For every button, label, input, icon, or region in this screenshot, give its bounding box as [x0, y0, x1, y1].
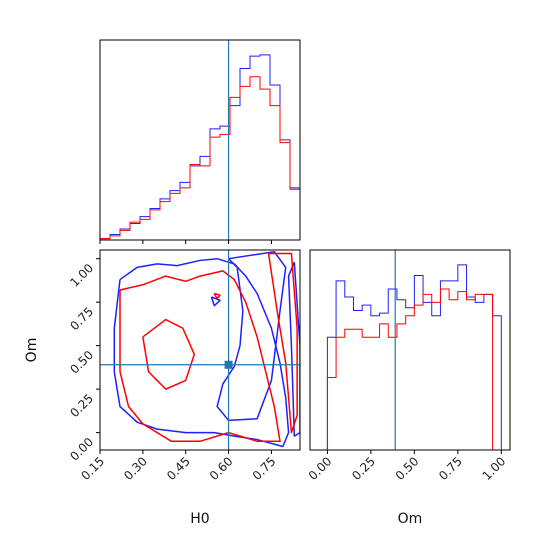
h0-om-contour-panel: 0.15 0.30 0.45 0.60 0.750.000.250.500.751.00: [67, 249, 301, 483]
om-x-tick-label-4: 1.00: [480, 454, 509, 483]
x-axis-label-om: Om: [398, 511, 423, 527]
contour-x-tick-label-1: 0.30: [121, 454, 150, 483]
contour-y-tick-label-3: 0.75: [67, 304, 96, 333]
om-marginal-panel: 0.00 0.25 0.50 0.75 1.00: [306, 249, 511, 483]
contour-series-0-level-1: [216, 250, 287, 422]
om-marginal-frame: [309, 249, 511, 451]
contour-frame: [99, 249, 301, 451]
contour-series-1-level-1: [142, 318, 196, 390]
om-x-tick-label-3: 0.75: [436, 454, 465, 483]
contour-series-1-level-3: [213, 292, 221, 300]
om-x-tick-label-0: 0.00: [306, 454, 335, 483]
h0-marginal-panel: [99, 39, 301, 244]
contour-lines-group: [113, 250, 300, 448]
om-x-tick-label-2: 0.50: [393, 454, 422, 483]
om-hist-series-0: [310, 264, 510, 451]
contour-series-0-level-3: [210, 296, 221, 307]
om-hist-series-1: [310, 288, 510, 451]
om-x-tick-label-1: 0.25: [349, 454, 378, 483]
contour-y-tick-label-4: 1.00: [67, 261, 96, 290]
contour-x-tick-label-0: 0.15: [78, 454, 107, 483]
h0-hist-series-0: [100, 54, 301, 240]
axis-labels: H0 Om Om: [24, 338, 422, 527]
contour-series-1-level-0: [119, 270, 281, 443]
contour-truth-marker: [224, 360, 233, 369]
contour-x-tick-label-2: 0.45: [164, 454, 193, 483]
contour-x-tick-label-3: 0.60: [207, 454, 236, 483]
h0-hist-series-1: [100, 76, 301, 240]
contour-series-0-level-2: [287, 261, 300, 437]
h0-marginal-frame: [99, 39, 301, 241]
contour-x-tick-label-4: 0.75: [250, 454, 279, 483]
contour-series-1-level-2: [267, 252, 298, 434]
contour-y-tick-label-1: 0.25: [67, 391, 96, 420]
y-axis-label-om: Om: [24, 338, 40, 363]
contour-y-tick-label-2: 0.50: [67, 348, 96, 377]
contour-series-0-level-0: [113, 257, 290, 448]
x-axis-label-h0: H0: [190, 511, 209, 527]
